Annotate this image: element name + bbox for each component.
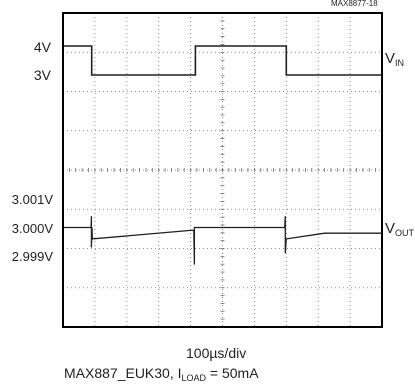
caption-suffix: = 50mA: [206, 365, 259, 381]
test-conditions-caption: MAX887_EUK30, ILOAD = 50mA: [64, 366, 259, 383]
vin-channel-label: VIN: [385, 51, 404, 68]
vin-level-4v: 4V: [33, 39, 51, 55]
time-per-div-label: 100µs/div: [186, 345, 247, 361]
vout-level-3001: 3.001V: [11, 192, 53, 207]
vout-level-3000: 3.000V: [11, 221, 53, 236]
trace-layer: [63, 45, 382, 265]
vin-trace: [63, 45, 382, 76]
caption-prefix: MAX887_EUK30, I: [64, 365, 182, 381]
vout-label-main: V: [385, 220, 396, 237]
vout-level-2999: 2.999V: [11, 249, 53, 264]
vout-trace: [63, 216, 382, 265]
caption-subscript: LOAD: [181, 373, 207, 383]
vin-label-sub: IN: [395, 58, 405, 68]
graticule-grid: [63, 13, 382, 327]
vout-channel-label: VOUT: [385, 221, 414, 238]
vout-label-sub: OUT: [395, 228, 415, 238]
plot-frame: [62, 12, 383, 328]
vin-label-main: V: [385, 50, 396, 67]
vin-level-3v: 3V: [33, 67, 51, 83]
figure-id-label: MAX8877-18: [331, 0, 378, 8]
